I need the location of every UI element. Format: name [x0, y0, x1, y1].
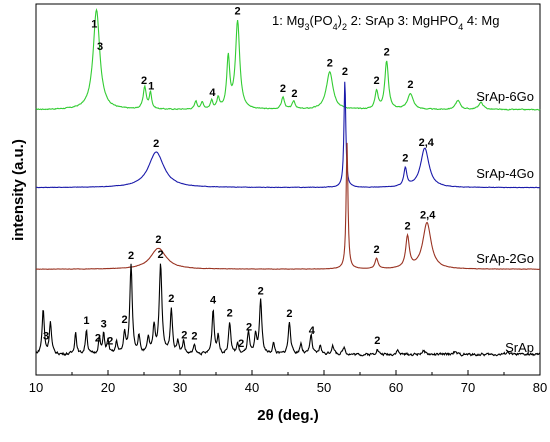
- peak-label: 2: [141, 75, 147, 87]
- peak-label: 2: [407, 79, 413, 91]
- legend-subscript: 3: [305, 22, 310, 32]
- series-name-label: SrAp: [505, 340, 534, 355]
- x-tick-label: 20: [101, 380, 115, 395]
- peak-label: 2: [280, 83, 286, 95]
- series-name-label: SrAp-4Go: [476, 166, 534, 181]
- peak-label: 2: [95, 333, 101, 345]
- peak-label: 2,4: [420, 210, 436, 222]
- peak-label: 2: [374, 335, 380, 347]
- peak-label: 1: [83, 315, 89, 327]
- peak-label: 2: [246, 322, 252, 334]
- peak-label: 1: [148, 81, 154, 93]
- legend-subscript: 2: [342, 22, 347, 32]
- peak-label: 2: [404, 221, 410, 233]
- peak-label: 2: [153, 138, 159, 150]
- peak-label: 2,4: [419, 137, 435, 149]
- peak-label: 2: [373, 75, 379, 87]
- series-line: [35, 263, 541, 357]
- peak-label: 2: [168, 293, 174, 305]
- peak-label: 4: [209, 87, 216, 99]
- x-axis-label: 2θ (deg.): [257, 407, 318, 424]
- legend-part: 1: Mg: [272, 13, 305, 28]
- y-axis-label: intensity (a.u.): [10, 139, 27, 241]
- x-tick-label: 30: [173, 380, 187, 395]
- series-line: [35, 81, 541, 189]
- peak-label: 2: [327, 57, 333, 69]
- x-tick-label: 10: [29, 380, 43, 395]
- peak-label: 2: [128, 250, 134, 262]
- peak-label: 2: [235, 5, 241, 17]
- x-tick-label: 50: [317, 380, 331, 395]
- peak-label: 3: [43, 330, 49, 342]
- peak-label: 2: [384, 47, 390, 59]
- peak-label: 2: [258, 286, 264, 298]
- peak-label: 4: [309, 325, 316, 337]
- legend: 1: Mg3(PO4)2 2: SrAp 3: MgHPO4 4: Mg: [272, 13, 499, 32]
- peak-label: 1: [91, 18, 97, 30]
- peak-label: 2: [238, 338, 244, 350]
- peak-label: 2: [342, 66, 348, 78]
- legend-part: 3: MgHPO: [394, 13, 458, 28]
- legend-subscript: 4: [333, 22, 338, 32]
- legend-part: 4: Mg: [463, 13, 499, 28]
- series-name-label: SrAp-2Go: [476, 251, 534, 266]
- peak-label: 2: [373, 244, 379, 256]
- peak-label: 2: [286, 308, 292, 320]
- peak-label: 2: [227, 307, 233, 319]
- legend-part: 2: SrAp: [347, 13, 394, 28]
- series-line: [35, 8, 541, 111]
- peak-label: 2: [181, 329, 187, 341]
- x-tick-label: 70: [461, 380, 475, 395]
- x-tick-label: 60: [389, 380, 403, 395]
- peak-label: 2: [121, 314, 127, 326]
- legend-part: ): [338, 13, 342, 28]
- legend-text: 1: Mg3(PO4)2 2: SrAp 3: MgHPO4 4: Mg: [272, 13, 499, 32]
- peak-label: 2: [402, 153, 408, 165]
- series-name-label: SrAp-6Go: [476, 89, 534, 104]
- series-line: [35, 142, 541, 270]
- peak-label: 2: [157, 249, 163, 261]
- x-tick-label: 80: [533, 380, 547, 395]
- x-axis: 10 20 30 40 50 60 70 80: [29, 370, 547, 395]
- peak-label: 3: [97, 41, 103, 53]
- peak-label: 2: [291, 88, 297, 100]
- peak-label: 2: [191, 331, 197, 343]
- peak-label: 2: [155, 234, 161, 246]
- peak-label: 3: [101, 318, 107, 330]
- peak-label: 4: [210, 295, 217, 307]
- peak-label: 2: [107, 336, 113, 348]
- x-tick-label: 40: [245, 380, 259, 395]
- series-SrAp-2Go: 2 2 2 2,4 SrAp-2Go: [35, 142, 541, 270]
- legend-part: (PO: [310, 13, 333, 28]
- legend-subscript: 4: [458, 22, 463, 32]
